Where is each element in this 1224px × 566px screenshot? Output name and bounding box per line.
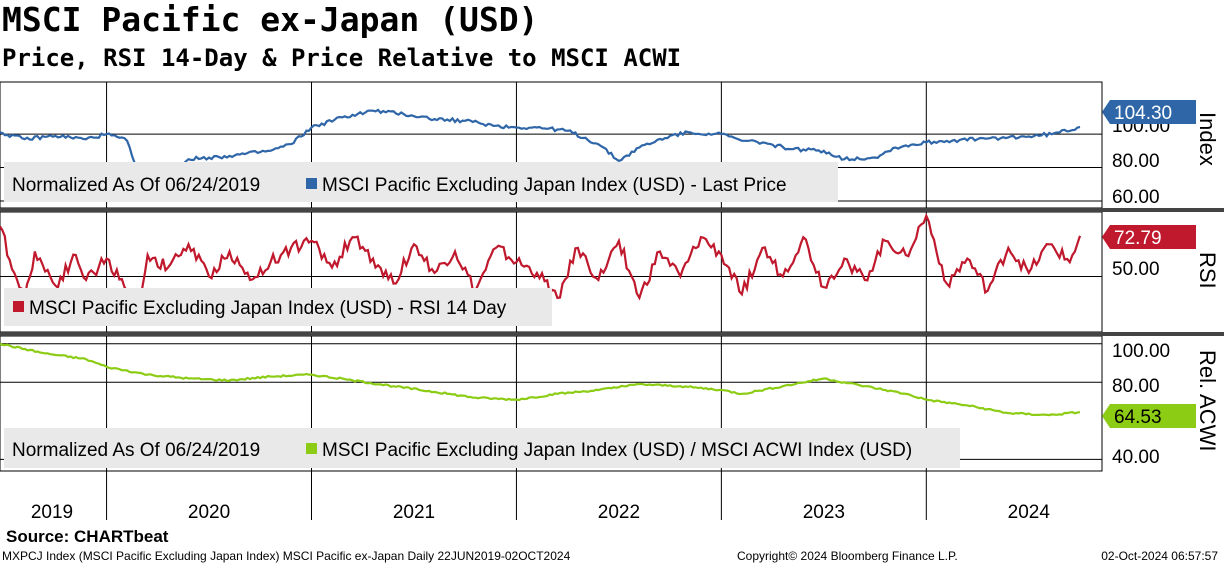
page-subtitle: Price, RSI 14-Day & Price Relative to MS…	[2, 44, 682, 72]
price-legend-prefix: Normalized As Of 06/24/2019	[12, 175, 260, 196]
relative-axis-title: Rel. ACWI	[1195, 350, 1220, 451]
x-axis-labels: 2019 2020 2021 2022 2023 2024	[31, 502, 1050, 520]
rsi-legend-label: MSCI Pacific Excluding Japan Index (USD)…	[29, 298, 507, 319]
x-axis-label: 2023	[803, 502, 845, 520]
relative-legend: Normalized As Of 06/24/2019 MSCI Pacific…	[4, 428, 960, 468]
rsi-series-line	[0, 212, 1082, 322]
relative-legend-prefix: Normalized As Of 06/24/2019	[12, 440, 260, 461]
relative-y-tick: 80.00	[1112, 376, 1160, 397]
rsi-last-value-badge: 72.79	[1102, 225, 1196, 249]
price-y-tick: 80.00	[1112, 151, 1160, 172]
rsi-legend-swatch	[13, 301, 24, 312]
page-title: MSCI Pacific ex-Japan (USD)	[2, 0, 539, 39]
rsi-last-value: 72.79	[1114, 228, 1162, 249]
price-y-axis: 100.00 80.00 60.00	[1112, 116, 1170, 208]
chart-area: Normalized As Of 06/24/2019 MSCI Pacific…	[0, 81, 1224, 520]
x-axis-label: 2024	[1008, 502, 1051, 520]
x-axis-label: 2021	[393, 502, 435, 520]
price-axis-title: Index	[1195, 112, 1220, 166]
relative-legend-label: MSCI Pacific Excluding Japan Index (USD)…	[322, 440, 912, 461]
price-y-tick: 60.00	[1112, 187, 1160, 208]
relative-y-axis: 100.00 80.00 40.00	[1112, 341, 1170, 468]
price-legend: Normalized As Of 06/24/2019 MSCI Pacific…	[4, 162, 838, 202]
price-rsi-separator[interactable]	[0, 208, 1224, 212]
rsi-axis-title: RSI	[1195, 252, 1220, 289]
x-axis-label: 2020	[188, 502, 230, 520]
footer-timestamp: 02-Oct-2024 06:57:57	[1101, 549, 1218, 563]
source-note: Source: CHARTbeat	[6, 527, 169, 546]
price-last-value: 104.30	[1114, 103, 1172, 124]
x-axis-label: 2022	[598, 502, 640, 520]
relative-legend-swatch	[306, 443, 317, 454]
relative-y-tick: 40.00	[1112, 447, 1160, 468]
price-legend-label: MSCI Pacific Excluding Japan Index (USD)…	[322, 175, 787, 196]
price-legend-swatch	[306, 178, 317, 189]
rsi-legend: MSCI Pacific Excluding Japan Index (USD)…	[4, 288, 552, 326]
relative-series-line	[0, 342, 1081, 417]
x-axis-label: 2019	[31, 502, 73, 520]
footer-ticker-info: MXPCJ Index (MSCI Pacific Excluding Japa…	[2, 549, 571, 563]
rsi-y-axis: 50.00	[1112, 259, 1160, 280]
price-last-value-badge: 104.30	[1102, 100, 1196, 124]
rsi-relative-separator[interactable]	[0, 332, 1224, 336]
relative-last-value: 64.53	[1114, 407, 1162, 428]
footer-copyright: Copyright© 2024 Bloomberg Finance L.P.	[737, 549, 958, 563]
rsi-y-tick: 50.00	[1112, 259, 1160, 280]
relative-y-tick: 100.00	[1112, 341, 1170, 362]
relative-last-value-badge: 64.53	[1102, 404, 1196, 428]
